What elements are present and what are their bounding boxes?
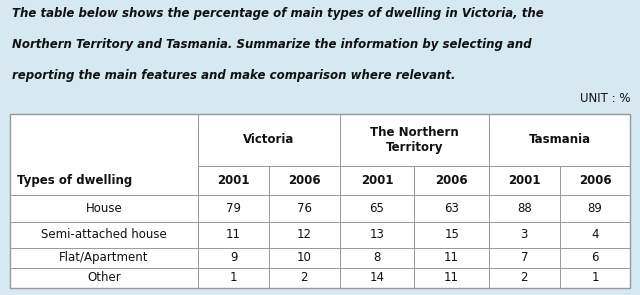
Bar [414,195,489,222]
Bar [340,166,414,195]
Bar [10,114,630,288]
Text: Northern Territory and Tasmania. Summarize the information by selecting and: Northern Territory and Tasmania. Summari… [12,38,531,51]
Text: 89: 89 [588,202,602,215]
Bar [489,268,559,288]
Text: reporting the main features and make comparison where relevant.: reporting the main features and make com… [12,69,455,82]
Bar [340,222,414,248]
Bar [10,248,198,268]
Bar [10,222,198,248]
Text: UNIT : %: UNIT : % [580,92,630,105]
Bar [198,248,269,268]
Bar [198,268,269,288]
Bar [340,195,414,222]
Text: House: House [86,202,122,215]
Text: 79: 79 [226,202,241,215]
Bar [10,268,198,288]
Text: 63: 63 [444,202,459,215]
Bar [489,248,559,268]
Bar [489,166,559,195]
Text: 1: 1 [230,271,237,284]
Bar [414,268,489,288]
Text: Flat/Apartment: Flat/Apartment [59,251,148,264]
Text: Other: Other [87,271,121,284]
Text: 8: 8 [373,251,381,264]
Bar [269,222,340,248]
Text: Tasmania: Tasmania [529,133,591,146]
Bar [340,114,489,166]
Bar [414,166,489,195]
Text: 14: 14 [369,271,385,284]
Text: 2: 2 [301,271,308,284]
Text: Types of dwelling: Types of dwelling [17,174,132,187]
Text: 6: 6 [591,251,599,264]
Text: 2001: 2001 [361,174,393,187]
Bar [559,248,630,268]
Bar [489,222,559,248]
Text: The table below shows the percentage of main types of dwelling in Victoria, the: The table below shows the percentage of … [12,7,543,20]
Text: 11: 11 [226,228,241,242]
Text: Semi-attached house: Semi-attached house [41,228,167,242]
Text: 11: 11 [444,271,459,284]
Bar [269,248,340,268]
Bar [198,222,269,248]
Bar [10,114,630,288]
Text: Victoria: Victoria [243,133,294,146]
Bar [489,195,559,222]
Text: 2: 2 [520,271,528,284]
Text: 1: 1 [591,271,599,284]
Text: 2001: 2001 [508,174,541,187]
Bar [10,195,198,222]
Bar [269,195,340,222]
Bar [269,268,340,288]
Bar [198,114,340,166]
Bar [10,114,198,195]
Bar [269,166,340,195]
Bar [414,222,489,248]
Text: 2001: 2001 [218,174,250,187]
Bar [340,248,414,268]
Text: 11: 11 [444,251,459,264]
Text: 12: 12 [297,228,312,242]
Bar [489,114,630,166]
Bar [198,195,269,222]
Bar [414,248,489,268]
Bar [559,268,630,288]
Text: The Northern
Territory: The Northern Territory [370,126,459,154]
Text: 10: 10 [297,251,312,264]
Text: 3: 3 [520,228,528,242]
Text: 9: 9 [230,251,237,264]
Bar [559,195,630,222]
Bar [559,222,630,248]
Text: 88: 88 [517,202,532,215]
Bar [559,166,630,195]
Bar [198,166,269,195]
Text: 2006: 2006 [288,174,321,187]
Text: 15: 15 [444,228,459,242]
Text: 4: 4 [591,228,599,242]
Text: 2006: 2006 [435,174,468,187]
Text: 2006: 2006 [579,174,611,187]
Text: 65: 65 [369,202,385,215]
Text: 13: 13 [369,228,385,242]
Bar [340,268,414,288]
Text: 76: 76 [297,202,312,215]
Text: 7: 7 [520,251,528,264]
